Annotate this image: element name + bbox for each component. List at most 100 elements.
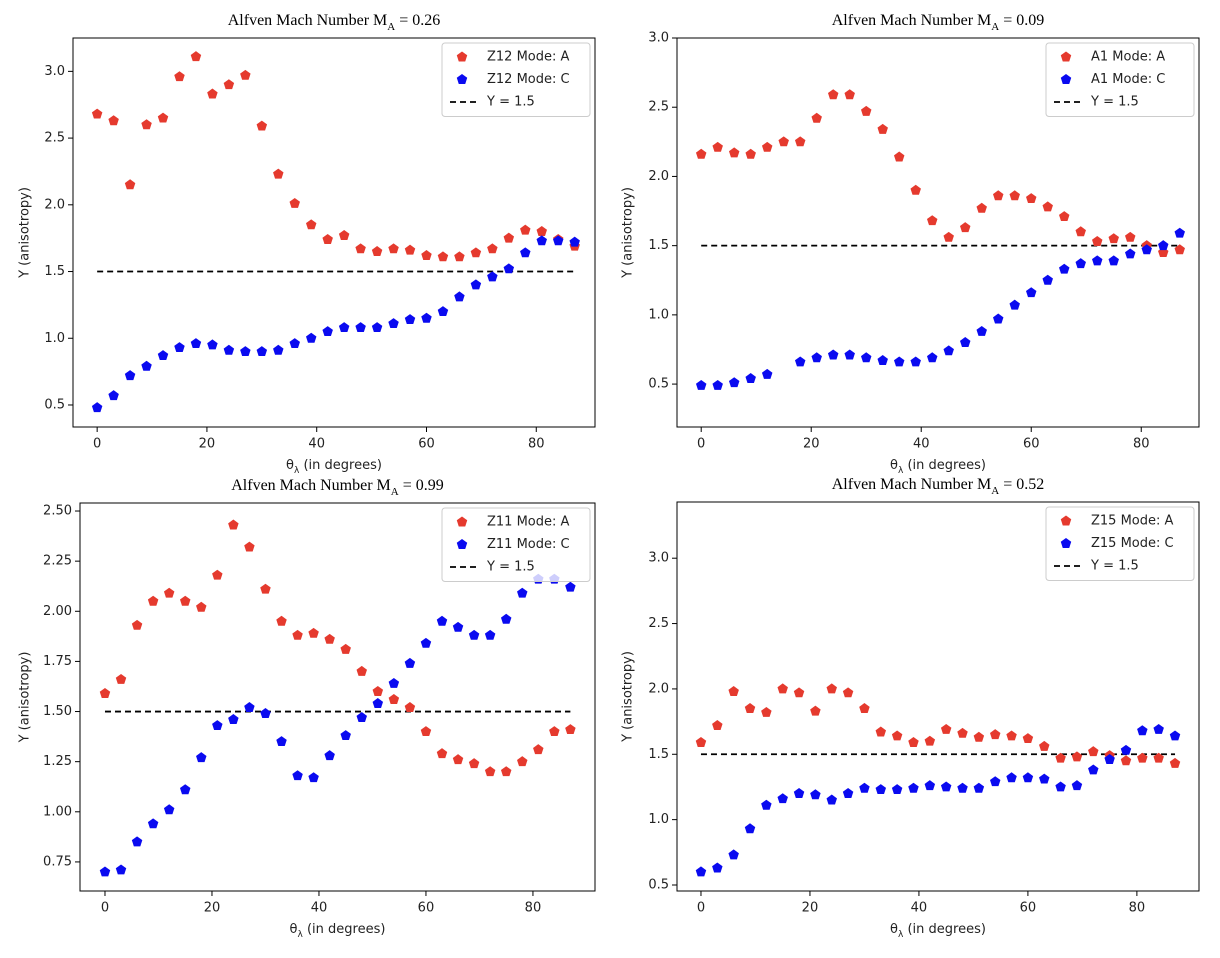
data-point bbox=[1137, 725, 1148, 736]
y-tick-label: 0.5 bbox=[44, 397, 65, 412]
x-axis-label: θλ (in degrees) bbox=[286, 458, 382, 476]
data-point bbox=[99, 687, 111, 698]
x-tick-label: 60 bbox=[1020, 901, 1037, 916]
data-point bbox=[260, 708, 271, 718]
y-tick-label: 2.0 bbox=[648, 169, 669, 184]
data-point bbox=[1006, 730, 1017, 741]
data-point bbox=[1120, 755, 1132, 766]
data-point bbox=[520, 247, 531, 258]
y-tick-label: 2.5 bbox=[648, 100, 669, 115]
data-point bbox=[1039, 773, 1050, 784]
data-point bbox=[147, 818, 159, 829]
data-point bbox=[420, 637, 432, 648]
data-point bbox=[908, 737, 919, 747]
data-point bbox=[844, 89, 855, 100]
data-point bbox=[761, 368, 773, 379]
data-point bbox=[240, 346, 251, 357]
data-point bbox=[452, 621, 464, 632]
x-tick-label: 80 bbox=[1133, 437, 1150, 452]
data-point bbox=[260, 583, 271, 594]
x-tick-label: 60 bbox=[418, 437, 435, 452]
x-tick-label: 40 bbox=[913, 437, 930, 452]
legend-box bbox=[441, 42, 591, 117]
data-point bbox=[108, 115, 119, 126]
data-point bbox=[308, 772, 319, 783]
data-point bbox=[960, 337, 971, 347]
data-point bbox=[1026, 193, 1037, 204]
y-tick-label: 3.0 bbox=[648, 551, 669, 566]
data-point bbox=[1169, 757, 1181, 768]
data-point bbox=[174, 71, 185, 82]
data-point bbox=[124, 370, 136, 381]
data-point bbox=[859, 782, 870, 793]
data-point bbox=[859, 703, 870, 713]
data-point bbox=[1009, 299, 1020, 310]
data-point bbox=[308, 627, 319, 638]
data-point bbox=[437, 251, 449, 262]
data-point bbox=[777, 793, 788, 804]
x-tick-label: 0 bbox=[697, 901, 705, 916]
y-axis-label: Y (anisotropy) bbox=[18, 652, 33, 744]
y-tick-label: 2.5 bbox=[44, 131, 65, 146]
chart-title-part: Alfven Mach Number M bbox=[832, 12, 992, 29]
chart-title-part: = 0.99 bbox=[399, 477, 444, 494]
data-point bbox=[244, 702, 255, 712]
x-axis-label-part: (in degrees) bbox=[303, 922, 386, 937]
data-point bbox=[565, 581, 576, 592]
x-axis-label-part: (in degrees) bbox=[299, 458, 382, 473]
data-point bbox=[452, 754, 464, 765]
y-axis-label: Y (anisotropy) bbox=[621, 651, 636, 743]
legend-label: Z12 Mode: C bbox=[487, 72, 570, 87]
data-point bbox=[1059, 211, 1070, 222]
data-point bbox=[244, 541, 255, 552]
legend-marker bbox=[456, 74, 468, 84]
data-point bbox=[174, 342, 185, 353]
data-point bbox=[1039, 740, 1050, 751]
legend-label: A1 Mode: A bbox=[1091, 50, 1165, 65]
legend-marker bbox=[456, 539, 468, 549]
data-point bbox=[388, 694, 400, 704]
data-point bbox=[777, 683, 788, 694]
data-point bbox=[891, 784, 903, 795]
data-point bbox=[827, 89, 839, 100]
y-tick-label: 3.0 bbox=[648, 31, 669, 46]
data-point bbox=[877, 355, 888, 365]
chart-title-part: A bbox=[387, 21, 395, 33]
data-point bbox=[196, 601, 207, 612]
data-point bbox=[842, 687, 854, 698]
data-point bbox=[926, 352, 938, 363]
data-point bbox=[745, 148, 756, 159]
data-point bbox=[1055, 752, 1066, 763]
data-point bbox=[1108, 233, 1119, 244]
legend-label: A1 Mode: C bbox=[1091, 72, 1165, 87]
data-point bbox=[1006, 772, 1017, 783]
data-point bbox=[1104, 754, 1115, 764]
data-point bbox=[908, 782, 919, 793]
legend-label: Z11 Mode: C bbox=[487, 537, 570, 552]
data-point bbox=[256, 346, 268, 357]
data-point bbox=[91, 402, 103, 413]
y-tick-label: 1.0 bbox=[648, 307, 669, 322]
data-point bbox=[454, 251, 465, 262]
data-point bbox=[989, 729, 1001, 740]
data-point bbox=[712, 862, 723, 873]
data-point bbox=[989, 776, 1001, 787]
data-point bbox=[115, 673, 127, 684]
data-point bbox=[1042, 274, 1053, 285]
data-point bbox=[503, 263, 515, 274]
data-point bbox=[761, 706, 772, 717]
x-tick-label: 80 bbox=[525, 901, 542, 916]
chart-title: Alfven Mach Number MA = 0.26 bbox=[228, 12, 441, 33]
y-tick-label: 1.5 bbox=[44, 264, 65, 279]
data-point bbox=[91, 108, 103, 119]
data-point bbox=[147, 595, 159, 606]
data-point bbox=[1120, 744, 1132, 755]
axes-frame bbox=[676, 501, 1200, 892]
data-point bbox=[484, 766, 496, 777]
data-point bbox=[388, 677, 400, 688]
data-point bbox=[1088, 746, 1099, 757]
data-point bbox=[993, 313, 1004, 324]
data-point bbox=[190, 51, 202, 62]
